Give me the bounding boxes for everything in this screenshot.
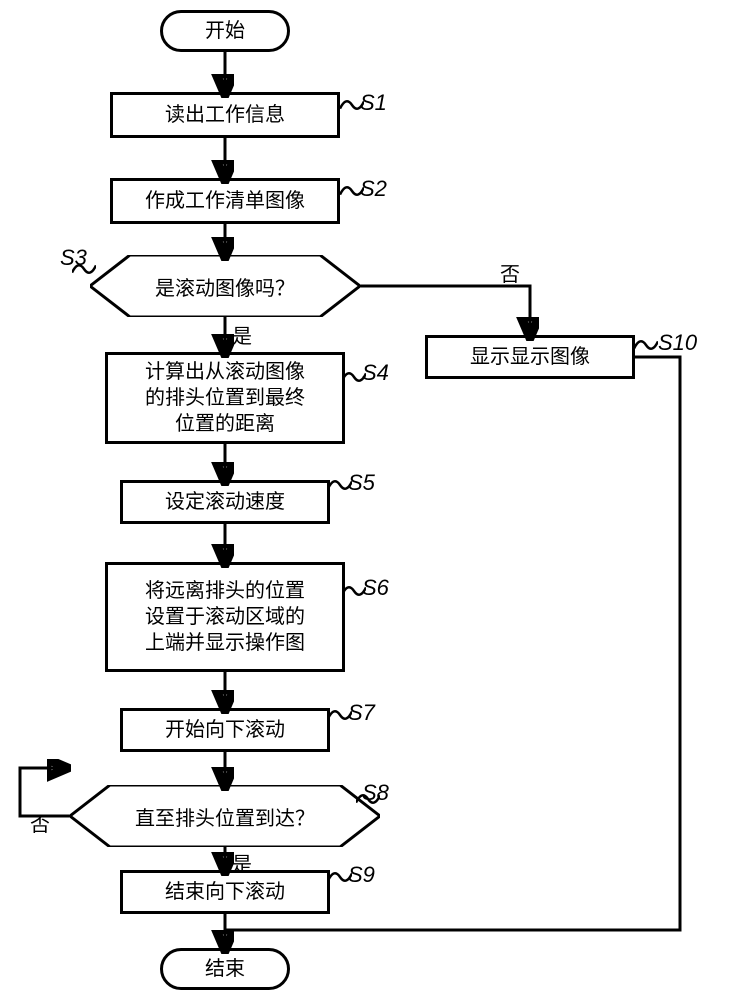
process-s10-text: 显示显示图像	[470, 344, 590, 370]
edge-label-s8-yes: 是	[232, 848, 252, 877]
decision-s8-text: 直至排头位置到达？	[135, 802, 315, 831]
process-s1-text: 读出工作信息	[165, 102, 285, 128]
edge-label-s3-yes: 是	[232, 320, 252, 349]
terminal-end-text: 结束	[205, 956, 245, 982]
step-label-s9: S9	[348, 862, 375, 888]
terminal-start-text: 开始	[205, 18, 245, 44]
decision-s8: 直至排头位置到达？	[70, 785, 380, 847]
process-s5-text: 设定滚动速度	[165, 489, 285, 515]
process-s9: 结束向下滚动	[120, 870, 330, 914]
step-label-s5: S5	[348, 470, 375, 496]
step-label-s1: S1	[360, 90, 387, 116]
step-label-s10: S10	[658, 330, 697, 356]
process-s2: 作成工作清单图像	[110, 178, 340, 224]
step-label-s7: S7	[348, 700, 375, 726]
terminal-start: 开始	[160, 10, 290, 52]
step-label-s6: S6	[362, 575, 389, 601]
step-label-s2: S2	[360, 176, 387, 202]
terminal-end: 结束	[160, 948, 290, 990]
process-s7-text: 开始向下滚动	[165, 717, 285, 743]
process-s4-text: 计算出从滚动图像 的排头位置到最终 位置的距离	[145, 359, 305, 437]
decision-s3: 是滚动图像吗？	[90, 255, 360, 317]
edges-layer	[0, 0, 741, 1000]
process-s5: 设定滚动速度	[120, 480, 330, 524]
process-s6-text: 将远离排头的位置 设置于滚动区域的 上端并显示操作图	[145, 578, 305, 656]
step-label-s4: S4	[362, 360, 389, 386]
edge-label-s3-no: 否	[500, 258, 520, 287]
process-s9-text: 结束向下滚动	[165, 879, 285, 905]
process-s6: 将远离排头的位置 设置于滚动区域的 上端并显示操作图	[105, 562, 345, 672]
process-s10: 显示显示图像	[425, 335, 635, 379]
process-s7: 开始向下滚动	[120, 708, 330, 752]
decision-s3-text: 是滚动图像吗？	[155, 272, 295, 301]
edge-label-s8-no: 否	[30, 808, 50, 837]
process-s2-text: 作成工作清单图像	[145, 188, 305, 214]
flowchart-canvas: 开始 结束 读出工作信息 作成工作清单图像 计算出从滚动图像 的排头位置到最终 …	[0, 0, 741, 1000]
process-s4: 计算出从滚动图像 的排头位置到最终 位置的距离	[105, 352, 345, 444]
process-s1: 读出工作信息	[110, 92, 340, 138]
